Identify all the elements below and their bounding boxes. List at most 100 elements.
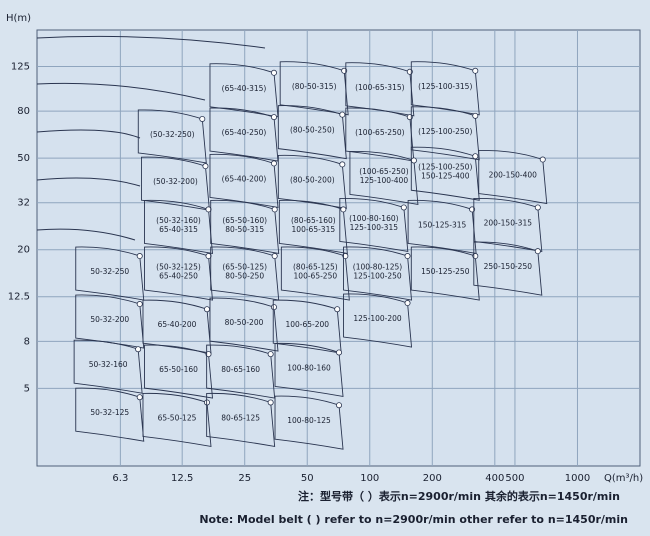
region bbox=[473, 241, 543, 296]
x-tick-label: 100 bbox=[360, 473, 379, 484]
region bbox=[137, 109, 207, 164]
region bbox=[478, 149, 548, 205]
region bbox=[274, 342, 344, 398]
region-end-point bbox=[472, 153, 479, 160]
region-end-point bbox=[534, 204, 541, 211]
region-end-point bbox=[136, 253, 143, 260]
region-label: 80-50-250 bbox=[225, 272, 264, 281]
region-end-point bbox=[534, 248, 541, 255]
curve bbox=[36, 35, 266, 49]
region-label: 200-150-400 bbox=[489, 171, 538, 180]
region-label: (65-40-250) bbox=[222, 128, 267, 137]
y-tick-label: 50 bbox=[17, 153, 30, 164]
curve bbox=[36, 129, 141, 139]
region-end-point bbox=[135, 346, 142, 353]
region-label: (100-65-250) bbox=[359, 167, 409, 176]
region-label: 125-100-315 bbox=[350, 223, 399, 232]
region-end-point bbox=[271, 253, 278, 260]
region-label: 50-32-125 bbox=[90, 408, 129, 417]
region-end-point bbox=[270, 160, 277, 167]
region-label: (65-50-125) bbox=[222, 263, 267, 272]
region-label: (100-65-250) bbox=[355, 128, 405, 137]
region-end-point bbox=[339, 111, 346, 118]
region bbox=[144, 246, 214, 301]
region-label: 50-32-200 bbox=[90, 315, 129, 324]
region bbox=[142, 392, 212, 448]
region-label: 100-65-315 bbox=[292, 225, 336, 234]
region-label: (125-100-250) bbox=[418, 163, 472, 172]
curve bbox=[36, 82, 206, 101]
region-end-point bbox=[203, 306, 210, 313]
region-label: 150-125-400 bbox=[421, 172, 470, 181]
y-tick-label: 5 bbox=[24, 383, 30, 394]
region-end-point bbox=[270, 114, 277, 121]
region-end-point bbox=[270, 69, 277, 76]
region bbox=[410, 246, 480, 301]
region bbox=[410, 106, 480, 161]
region-end-point bbox=[199, 115, 206, 122]
x-tick-label: 500 bbox=[505, 473, 524, 484]
region-label: 250-150-250 bbox=[484, 262, 533, 271]
region bbox=[209, 153, 279, 208]
region-label: (80-65-160) bbox=[291, 216, 336, 225]
region bbox=[279, 61, 349, 116]
curve bbox=[36, 177, 141, 187]
region bbox=[209, 297, 279, 352]
plot-area bbox=[36, 29, 641, 467]
region-end-point bbox=[202, 163, 209, 170]
region-end-point bbox=[136, 301, 143, 308]
region-end-point bbox=[539, 156, 546, 163]
region-label: (125-100-250) bbox=[418, 127, 472, 136]
region-label: (50-32-125) bbox=[156, 263, 201, 272]
y-tick-label: 20 bbox=[17, 245, 30, 256]
region bbox=[274, 395, 344, 450]
region bbox=[75, 294, 145, 349]
region-label: (100-80-125) bbox=[353, 263, 403, 272]
region-end-point bbox=[339, 161, 346, 168]
region-label: (80-50-200) bbox=[290, 175, 335, 184]
region-end-point bbox=[336, 349, 343, 356]
region-end-point bbox=[340, 206, 347, 213]
region-label: 100-80-125 bbox=[287, 416, 331, 425]
region-label: 65-40-200 bbox=[158, 320, 197, 329]
x-tick-label: 400 bbox=[485, 473, 504, 484]
region-end-point bbox=[404, 300, 411, 307]
region-label: (80-50-250) bbox=[290, 126, 335, 135]
y-axis-title: H(m) bbox=[6, 13, 31, 24]
region-label: 65-50-125 bbox=[158, 413, 197, 422]
x-axis-title: Q(m³/h) bbox=[604, 473, 643, 484]
region bbox=[339, 197, 409, 253]
region-end-point bbox=[336, 402, 343, 409]
region-end-point bbox=[270, 304, 277, 311]
x-tick-label: 6.3 bbox=[112, 473, 128, 484]
region-end-point bbox=[400, 204, 407, 211]
region-label: (100-80-160) bbox=[349, 214, 399, 223]
region-label: (50-32-250) bbox=[150, 130, 195, 139]
region-label: 100-80-160 bbox=[287, 363, 331, 372]
region-label: (65-40-315) bbox=[222, 84, 267, 93]
region-end-point bbox=[472, 67, 479, 74]
region-label: (50-32-160) bbox=[156, 216, 201, 225]
region-label: 80-65-160 bbox=[221, 365, 260, 374]
region bbox=[349, 150, 419, 206]
region-label: 150-125-250 bbox=[421, 267, 470, 276]
region bbox=[280, 246, 350, 301]
y-tick-label: 12.5 bbox=[8, 292, 30, 303]
region-label: 125-100-250 bbox=[353, 272, 402, 281]
note-cn: 注：型号带（ ）表示n=2900r/min 其余的表示n=1450r/min bbox=[298, 489, 620, 503]
curve bbox=[36, 228, 136, 241]
region-end-point bbox=[410, 157, 417, 164]
region-label: (100-65-315) bbox=[355, 83, 405, 92]
region bbox=[210, 199, 280, 254]
region bbox=[73, 339, 143, 394]
region-label: 65-40-250 bbox=[159, 272, 198, 281]
region bbox=[473, 197, 543, 253]
region bbox=[75, 387, 145, 442]
y-tick-label: 8 bbox=[24, 336, 30, 347]
note-en: Note: Model belt ( ) refer to n=2900r/mi… bbox=[199, 513, 628, 526]
region-label: 100-65-200 bbox=[285, 320, 329, 329]
region-label: 125-100-200 bbox=[353, 314, 402, 323]
region-label: 100-65-250 bbox=[294, 272, 338, 281]
